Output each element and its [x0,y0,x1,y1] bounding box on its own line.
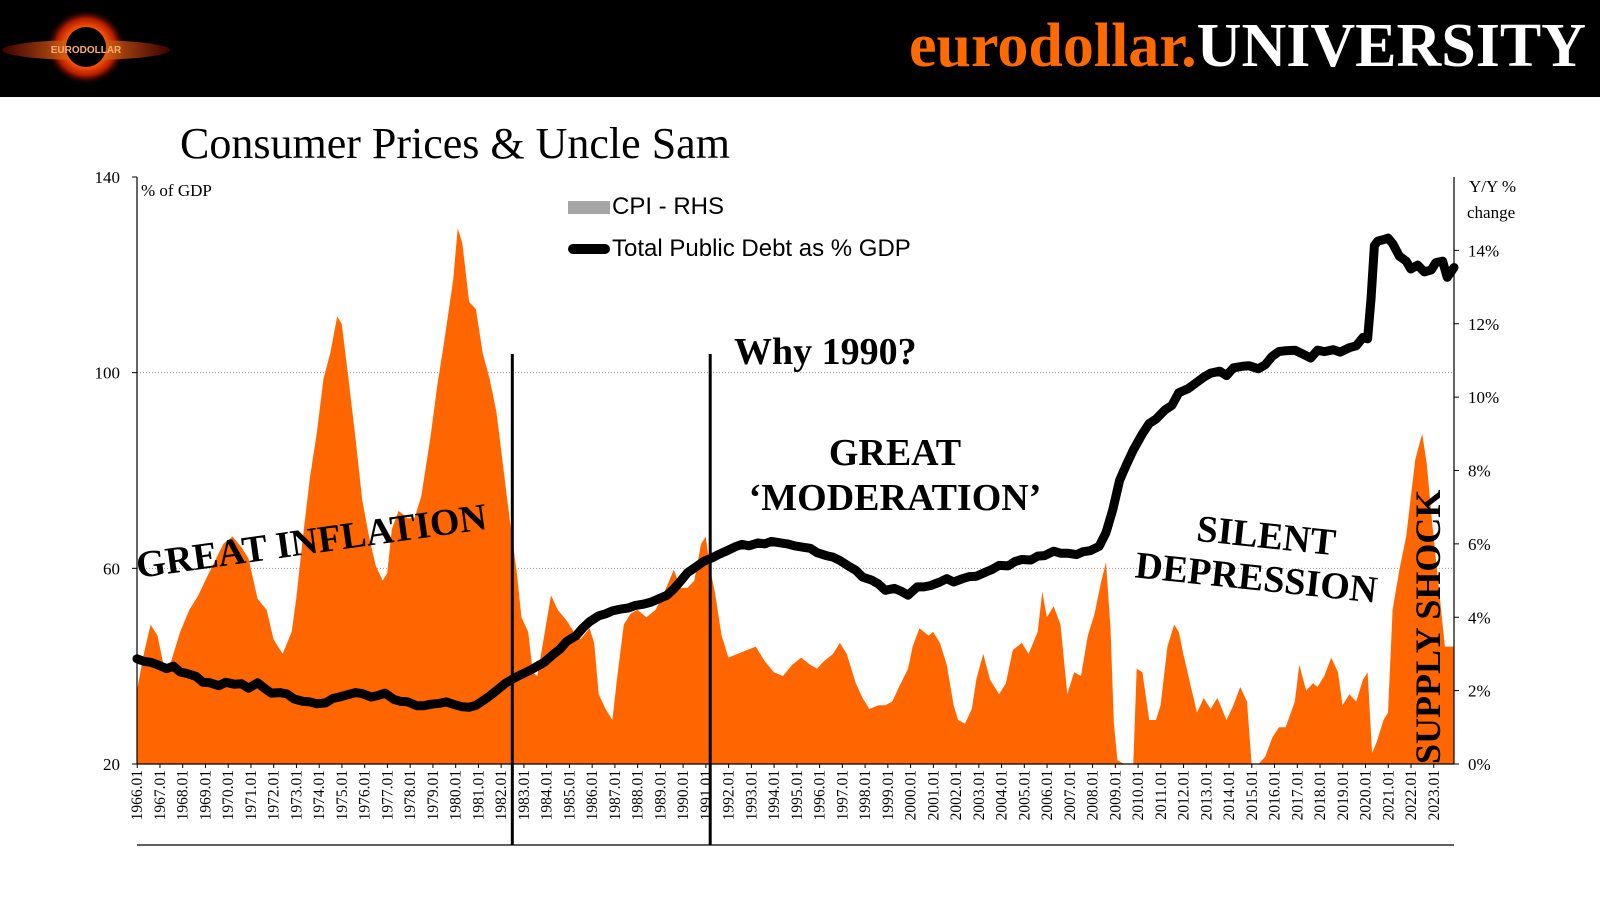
legend-label-cpi: CPI - RHS [612,193,725,220]
x-tick-label: 2003.01 [971,770,988,820]
x-tick-label: 2013.01 [1198,770,1215,820]
x-tick-label: 2008.01 [1085,770,1102,820]
x-tick-label: 1987.01 [607,770,624,820]
x-tick-label: 1971.01 [243,770,260,820]
x-tick-label: 2021.01 [1380,770,1397,820]
logo-text: EURODOLLAR [51,45,122,56]
legend-swatch-debt [568,244,610,254]
x-tick-label: 1989.01 [652,770,669,820]
x-tick-label: 1981.01 [470,770,487,820]
x-tick-label: 1977.01 [379,770,396,820]
brand-title: eurodollar.UNIVERSITY [909,6,1586,86]
right-tick-label: 10% [1468,388,1499,407]
x-tick-label: 2004.01 [994,770,1011,820]
left-tick-label: 140 [95,168,121,187]
x-tick-label: 2018.01 [1312,770,1329,820]
chart-title: Consumer Prices & Uncle Sam [180,119,730,168]
x-tick-label: 1985.01 [561,770,578,820]
x-tick-label: 1991.01 [698,770,715,820]
x-tick-label: 1996.01 [812,770,829,820]
x-tick-label: 1973.01 [289,770,306,820]
x-tick-label: 1999.01 [880,770,897,820]
left-axis-unit-label: % of GDP [141,181,212,200]
legend-swatch-cpi [568,200,610,214]
x-tick-label: 1995.01 [789,770,806,820]
x-tick-label: 1997.01 [834,770,851,820]
x-tick-label: 2011.01 [1153,770,1170,820]
logo-icon: EURODOLLAR [2,9,170,85]
right-tick-label: 14% [1468,241,1499,260]
x-tick-label: 1984.01 [539,770,556,820]
x-tick-label: 2019.01 [1335,770,1352,820]
annotation-why-1990: Why 1990? [734,331,917,373]
annotation-great: GREAT [829,432,961,474]
x-tick-label: 1976.01 [357,770,374,820]
x-tick-label: 2000.01 [903,770,920,820]
legend-item-cpi: CPI - RHS [568,186,911,228]
x-tick-label: 1975.01 [334,770,351,820]
right-tick-label: 6% [1468,535,1491,554]
x-tick-label: 1988.01 [630,770,647,820]
x-tick-label: 1990.01 [675,770,692,820]
x-tick-label: 1986.01 [584,770,601,820]
x-tick-label: 1966.01 [129,770,146,820]
x-tick-label: 2014.01 [1221,770,1238,820]
left-tick-label: 20 [103,755,120,774]
brand-main: UNIVERSITY [1196,12,1586,80]
x-tick-label: 1974.01 [311,770,328,820]
x-tick-label: 2020.01 [1358,770,1375,820]
x-tick-label: 2010.01 [1130,770,1147,820]
x-tick-label: 1993.01 [743,770,760,820]
x-tick-label: 2016.01 [1267,770,1284,820]
right-axis-unit-label-2: change [1467,203,1515,222]
x-tick-label: 1978.01 [402,770,419,820]
x-tick-label: 1992.01 [721,770,738,820]
x-tick-label: 2017.01 [1289,770,1306,820]
x-tick-label: 2009.01 [1107,770,1124,820]
x-tick-label: 1969.01 [198,770,215,820]
brand-accent: eurodollar. [909,12,1197,80]
x-tick-label: 2001.01 [925,770,942,820]
x-tick-label: 1970.01 [220,770,237,820]
legend-item-debt: Total Public Debt as % GDP [568,228,911,270]
right-tick-label: 8% [1468,462,1491,481]
x-tick-label: 2007.01 [1062,770,1079,820]
x-tick-label: 1994.01 [766,770,783,820]
left-tick-label: 60 [103,559,120,578]
x-tick-label: 2015.01 [1244,770,1261,820]
right-tick-label: 0% [1468,755,1491,774]
chart-legend: CPI - RHS Total Public Debt as % GDP [568,186,911,270]
x-tick-label: 2022.01 [1403,770,1420,820]
annotation-supply-shock: SUPPLY SHOCK [1408,490,1448,764]
legend-label-debt: Total Public Debt as % GDP [612,235,911,262]
right-axis-unit-label-1: Y/Y % [1469,177,1516,196]
x-tick-label: 1968.01 [175,770,192,820]
x-tick-label: 1980.01 [448,770,465,820]
x-tick-label: 2012.01 [1176,770,1193,820]
right-tick-label: 2% [1468,682,1491,701]
x-tick-label: 1983.01 [516,770,533,820]
x-tick-label: 2006.01 [1039,770,1056,820]
x-tick-label: 2023.01 [1426,770,1443,820]
x-tick-label: 2005.01 [1016,770,1033,820]
left-tick-label: 100 [95,364,121,383]
header-bar: EURODOLLAR eurodollar.UNIVERSITY [0,0,1600,97]
x-tick-label: 1998.01 [857,770,874,820]
debt-line [132,233,1459,712]
cpi-area [137,228,1454,764]
right-tick-label: 4% [1468,608,1491,627]
x-tick-label: 1972.01 [266,770,283,820]
right-tick-label: 12% [1468,315,1499,334]
x-tick-label: 1967.01 [152,770,169,820]
x-tick-label: 1982.01 [493,770,510,820]
annotation-moderation: ‘MODERATION’ [749,477,1042,519]
x-tick-label: 1979.01 [425,770,442,820]
x-tick-label: 2002.01 [948,770,965,820]
